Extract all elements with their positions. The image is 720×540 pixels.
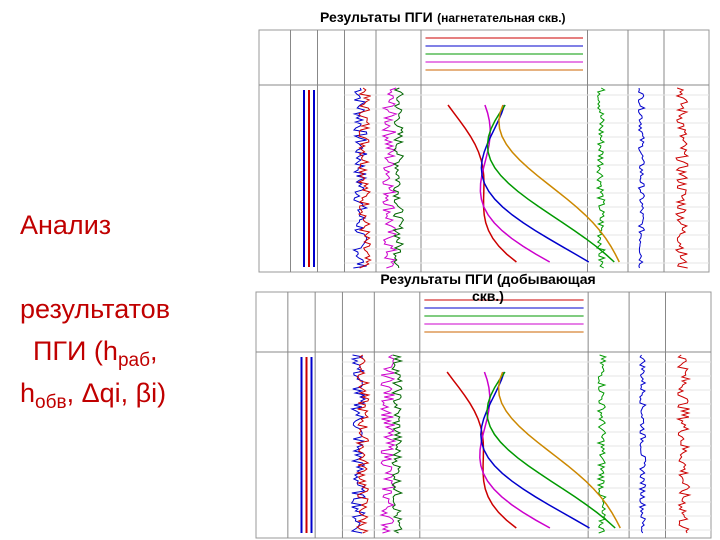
log-curve <box>638 354 647 534</box>
log-curve <box>355 354 371 534</box>
title-line: ПГИ (hраб, <box>33 336 158 371</box>
text: , <box>149 336 158 366</box>
text: , Δqi, βi) <box>66 378 167 408</box>
log-curve <box>392 87 405 269</box>
caption-main: Результаты ПГИ <box>320 9 433 25</box>
subscript: обв <box>35 392 67 413</box>
log-curve <box>596 354 608 534</box>
log-curve <box>674 87 690 269</box>
temperature-curve <box>497 371 621 529</box>
caption: Результаты ПГИ (нагнетательная скв.) <box>320 9 566 27</box>
text: h <box>20 378 36 408</box>
log-curve <box>357 87 372 269</box>
title-line: Анализ <box>20 210 112 240</box>
temperature-curve <box>498 104 620 263</box>
log-curve <box>595 87 607 269</box>
log-curve <box>381 87 398 269</box>
temperature-curve <box>480 371 590 529</box>
panel-bottom-frame <box>255 291 712 539</box>
temperature-curve <box>486 104 615 263</box>
log-curve <box>675 354 692 534</box>
temperature-curve <box>480 104 590 263</box>
caption-note: скв.) <box>472 288 504 304</box>
text: ПГИ (h <box>33 336 118 366</box>
caption: Результаты ПГИ (добывающая скв.) <box>343 271 633 305</box>
caption-main: Результаты ПГИ (добывающая <box>380 271 596 287</box>
log-curve <box>352 87 369 269</box>
subscript: раб <box>117 350 150 371</box>
temperature-curve <box>486 371 616 529</box>
log-curve <box>379 354 397 534</box>
caption-note: (нагнетательная скв.) <box>437 11 566 25</box>
log-curve <box>390 354 404 534</box>
title-line: результатов <box>20 294 171 324</box>
log-curve <box>637 87 646 269</box>
title-line: hобв, Δqi, βi) <box>20 378 167 413</box>
